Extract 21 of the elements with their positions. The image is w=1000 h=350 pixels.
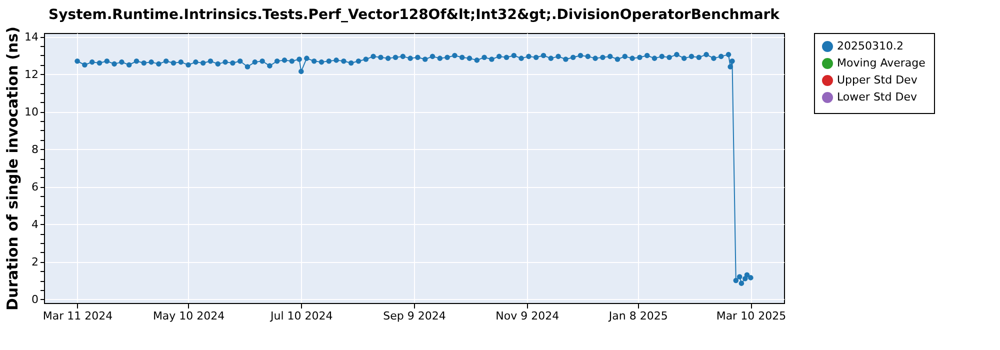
y-tick-label: 6 (32, 180, 38, 194)
x-tick-label: Mar 10 2025 (716, 310, 786, 322)
x-tick-label: Jul 10 2024 (270, 310, 333, 322)
legend-label: 20250310.2 (837, 40, 904, 52)
chart-title: System.Runtime.Intrinsics.Tests.Perf_Vector128Of&lt;Int32&gt;.DivisionOperatorBenchmark (48, 7, 780, 23)
y-axis-title: Duration of single invocation (ns) (4, 26, 22, 310)
y-tick-label: 4 (32, 218, 38, 231)
y-tick-label: 12 (24, 68, 38, 81)
legend-label: Moving Average (837, 56, 926, 70)
y-tick-label: 2 (32, 255, 38, 268)
x-tick-label: Nov 9 2024 (496, 310, 560, 322)
y-tick-label: 14 (24, 30, 38, 44)
x-tick-label: Mar 11 2024 (42, 310, 113, 322)
legend-label: Upper Std Dev (837, 74, 918, 86)
x-tick-label: May 10 2024 (152, 310, 225, 322)
y-tick-label: 10 (24, 105, 38, 118)
x-tick-label: Jan 8 2025 (608, 310, 668, 322)
y-tick-label: 8 (32, 142, 38, 156)
legend-label: Lower Std Dev (837, 90, 918, 104)
y-tick-label: 0 (32, 292, 38, 306)
x-tick-label: Sep 9 2024 (383, 310, 446, 322)
